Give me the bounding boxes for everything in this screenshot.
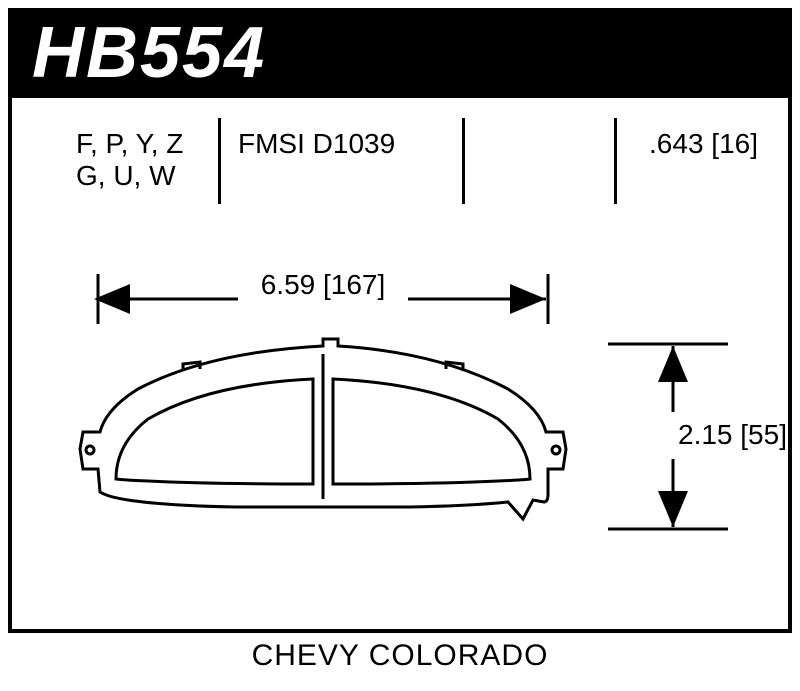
diagram-area: 6.59 [167] 2.15 [55] — [8, 240, 792, 633]
divider-2 — [462, 118, 465, 204]
width-label: 6.59 [167] — [261, 269, 386, 300]
header-bar: HB554 — [8, 8, 792, 98]
compound-codes: F, P, Y, Z G, U, W — [8, 118, 218, 216]
divider-3 — [614, 118, 617, 204]
info-row: F, P, Y, Z G, U, W FMSI D1039 .643 [16] — [8, 118, 792, 216]
part-number: HB554 — [32, 12, 266, 94]
brake-pad-diagram: 6.59 [167] 2.15 [55] — [8, 240, 792, 633]
width-dimension: 6.59 [167] — [98, 269, 548, 324]
height-label: 2.15 [55] — [678, 419, 787, 450]
brake-pad-shape — [80, 339, 566, 519]
thickness: .643 [16] — [608, 118, 792, 216]
fmsi-code: FMSI D1039 — [218, 118, 458, 216]
height-dimension: 2.15 [55] — [608, 344, 787, 529]
codes-line2: G, U, W — [76, 160, 198, 192]
divider-1 — [218, 118, 221, 204]
codes-line1: F, P, Y, Z — [76, 128, 198, 160]
vehicle-label: CHEVY COLORADO — [0, 639, 800, 673]
blank-cell — [458, 118, 608, 216]
